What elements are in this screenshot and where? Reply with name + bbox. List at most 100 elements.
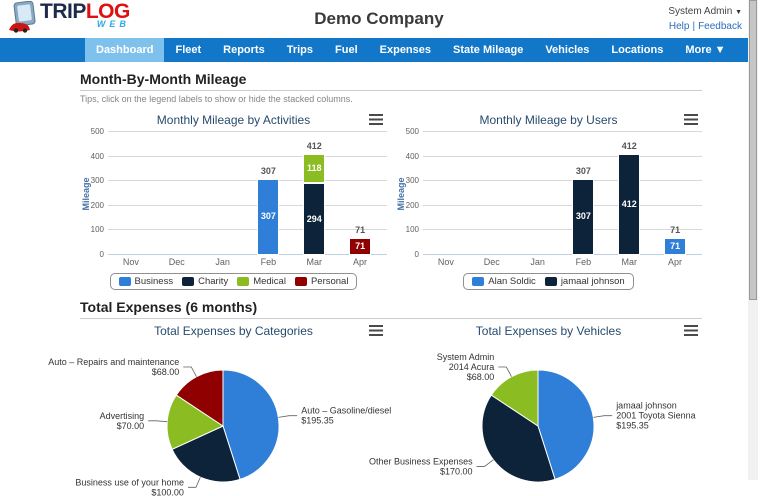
gridline	[423, 229, 702, 231]
pie-slice[interactable]	[222, 369, 280, 480]
y-tick-label: 300	[90, 176, 104, 186]
bar-plot-area: 0 100 200 300 400 500 Mileage 307 307 294 118 412 71…	[80, 127, 387, 259]
x-axis-label: Apr	[668, 257, 683, 267]
context-menu-icon[interactable]	[684, 325, 698, 336]
chart-expenses-by-categories: Total Expenses by Categories Auto – Gasol…	[48, 319, 391, 496]
gridline	[423, 131, 702, 132]
context-menu-icon[interactable]	[369, 325, 383, 336]
pie-slice[interactable]	[490, 369, 539, 427]
scrollbar-thumb[interactable]	[749, 0, 757, 300]
nav-item-expenses[interactable]: Expenses	[379, 44, 432, 56]
link-separator: |	[692, 21, 696, 32]
legend-item-jamaal-johnson[interactable]: jamaal johnson	[544, 276, 625, 287]
user-menu[interactable]: System Admin ▼	[668, 6, 742, 17]
gridline	[108, 204, 387, 206]
scrollbar[interactable]	[748, 0, 758, 480]
bar-segment-medical[interactable]	[303, 153, 326, 183]
x-axis-label: Apr	[353, 257, 368, 267]
y-tick-label: 0	[414, 250, 419, 259]
x-axis-label: Jan	[530, 257, 545, 267]
bar-segment-charity[interactable]	[303, 182, 326, 255]
pie-plot-area: Auto – Gasoline/diesel $195.35 Business us…	[48, 357, 391, 496]
pie-slice-label: jamaal johnson 2001 Toyota Sienna $195.35	[615, 401, 695, 431]
x-axis-label: Feb	[575, 257, 592, 267]
y-tick-label: 300	[405, 176, 419, 186]
bar-segment-business[interactable]	[257, 179, 280, 255]
legend-item-personal[interactable]: Personal	[294, 276, 348, 287]
chart-mileage-by-activities: Monthly Mileage by Activities 0 100 200 300 4…	[80, 108, 387, 290]
bar-value-label: 294	[306, 213, 322, 224]
y-tick-label: 400	[90, 151, 104, 161]
chart-title: Total Expenses by Categories	[154, 324, 313, 338]
gridline	[423, 180, 702, 182]
bar-segment-alan-soldic[interactable]	[664, 237, 687, 255]
help-link[interactable]: Help	[668, 21, 690, 32]
pie-label-connector	[498, 366, 512, 377]
gridline	[108, 131, 387, 132]
nav-item-dashboard[interactable]: Dashboard	[85, 38, 165, 62]
legend-item-charity[interactable]: Charity	[182, 276, 228, 287]
x-axis-label: Nov	[437, 257, 454, 267]
y-tick-label: 0	[99, 250, 104, 259]
chart-legend: Business Charity Medical Personal	[109, 273, 358, 290]
nav-item-locations[interactable]: Locations	[611, 44, 664, 56]
legend-item-medical[interactable]: Medical	[237, 276, 286, 287]
pie-label-connector	[187, 477, 201, 488]
feedback-link[interactable]: Feedback	[698, 21, 742, 32]
pie-slice-label: System Admin 2014 Acura $68.00	[437, 352, 495, 382]
nav-item-state-mileage[interactable]: State Mileage	[453, 44, 524, 56]
legend-swatch	[237, 277, 250, 286]
bar-value-label: 307	[575, 211, 591, 222]
pie-label-connector	[148, 420, 168, 423]
legend-item-business[interactable]: Business	[118, 276, 173, 287]
nav-item-vehicles[interactable]: Vehicles	[545, 44, 590, 56]
user-area: System Admin ▼ Help | Feedback	[668, 6, 742, 32]
gridline	[423, 155, 702, 157]
bar-segment-jamaal-johnson[interactable]	[618, 153, 641, 255]
triplog-logo[interactable]: TRIPLOG WEB	[8, 1, 130, 34]
y-tick-label: 100	[90, 225, 104, 235]
pie-slice-label: Auto – Repairs and maintenance $68.00	[48, 357, 179, 377]
chart-title: Monthly Mileage by Users	[479, 113, 618, 127]
legend-item-alan-soldic[interactable]: Alan Soldic	[472, 276, 536, 287]
pie-label-connector	[476, 459, 494, 467]
bar-segment-jamaal-johnson[interactable]	[572, 179, 595, 255]
gridline	[108, 155, 387, 157]
pie-label-connector	[278, 415, 298, 418]
nav-item-fleet[interactable]: Fleet	[175, 44, 202, 56]
chart-title: Total Expenses by Vehicles	[475, 324, 622, 338]
bar-value-label: 307	[260, 211, 276, 222]
bar-value-label: 71	[355, 240, 366, 251]
pie-slice[interactable]	[537, 369, 595, 480]
pie-label-connector	[183, 366, 197, 377]
context-menu-icon[interactable]	[369, 114, 383, 125]
stack-total-label: 412	[621, 140, 637, 151]
section-expenses: Total Expenses (6 months) Total Expenses…	[48, 299, 702, 496]
chart-mileage-by-users: Monthly Mileage by Users 0 100 200 300 400 500…	[395, 108, 702, 290]
logo-text-log: LOG	[85, 0, 131, 23]
y-tick-label: 400	[405, 151, 419, 161]
nav-item-reports[interactable]: Reports	[223, 44, 265, 56]
pie-slice-label: Other Business Expenses $170.00	[369, 456, 473, 476]
y-tick-label: 500	[90, 127, 104, 136]
main-nav: Dashboard Fleet Reports Trips Fuel Expenses St…	[0, 38, 758, 62]
stack-total-label: 307	[575, 166, 591, 177]
dashboard-content: Month-By-Month Mileage Tips, click on th…	[48, 71, 702, 496]
gridline	[108, 180, 387, 182]
y-tick-label: 200	[90, 200, 104, 210]
bar-segment-personal[interactable]	[349, 237, 372, 255]
gridline	[108, 254, 387, 255]
nav-item-fuel[interactable]: Fuel	[335, 44, 358, 56]
pie-slice-label: Auto – Gasoline/diesel $195.35	[301, 406, 391, 426]
gridline	[423, 204, 702, 206]
nav-item-more[interactable]: More ▼	[685, 44, 726, 56]
bar-value-label: 412	[621, 198, 637, 209]
pie-label-connector	[593, 415, 613, 418]
pie-slice[interactable]	[175, 369, 224, 427]
x-axis-label: Jan	[215, 257, 230, 267]
x-axis-label: Mar	[621, 257, 637, 267]
legend-swatch	[182, 277, 195, 286]
context-menu-icon[interactable]	[684, 114, 698, 125]
nav-item-trips[interactable]: Trips	[286, 44, 314, 56]
stack-total-label: 71	[670, 224, 681, 235]
